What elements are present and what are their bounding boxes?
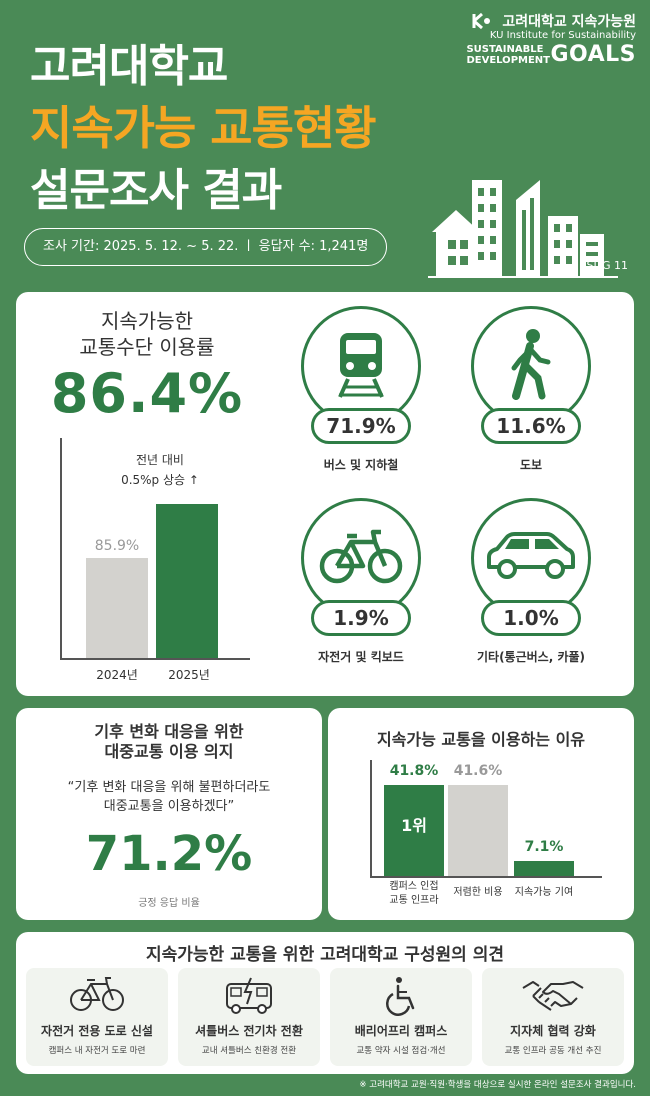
reason-value: 41.6% <box>453 763 503 779</box>
survey-period-badge: 조사 기간: 2025. 5. 12. ~ 5. 22. ㅣ 응답자 수: 1,… <box>24 228 388 266</box>
mode-label: 도보 <box>519 458 543 472</box>
title-line-1: 고려대학교 <box>30 41 228 92</box>
wheelchair-icon <box>386 977 415 1016</box>
footnote: ※ 고려대학교 교원·직원·학생을 대상으로 실시한 온라인 설문조사 결과입니… <box>359 1080 636 1090</box>
sdgs-line-1: SUSTAINABLE <box>466 44 544 55</box>
bar-2024-value: 85.9% <box>94 538 140 554</box>
bicycle-icon <box>319 529 403 583</box>
title-line-2: 지속가능 교통현황 <box>30 101 377 155</box>
reason-category-line: 캠퍼스 인접 <box>389 881 439 892</box>
sdgs-line-2: DEVELOPMENT <box>466 55 550 66</box>
opinions-title: 지속가능한 교통을 위한 고려대학교 구성원의 의견 <box>145 945 505 965</box>
sdg-tag: SDG 11 <box>586 259 628 272</box>
reasons-title: 지속가능 교통을 이용하는 이유 <box>376 730 586 749</box>
opinion-item: 배리어프리 캠퍼스 교통 약자 시설 점검·개선 <box>330 968 472 1066</box>
opinion-desc: 교통 인프라 공동 개선 추진 <box>504 1046 602 1056</box>
opinion-title: 배리어프리 캠퍼스 <box>354 1024 448 1038</box>
mode-label: 기타(통근버스, 카풀) <box>476 650 586 664</box>
opinion-item: 지자체 협력 강화 교통 인프라 공동 개선 추진 <box>482 968 624 1066</box>
mode-ring <box>301 498 421 618</box>
mode-share-heading-line-2: 교통수단 이용률 <box>79 335 215 359</box>
opinion-desc: 교통 약자 시설 점검·개선 <box>356 1046 446 1056</box>
yoy-compare-note: 전년 대비 0.5%p 상승 ↑ <box>86 450 234 490</box>
opinion-title: 지자체 협력 강화 <box>510 1024 596 1038</box>
electric-bus-icon <box>226 977 272 1014</box>
city-buildings-illustration <box>428 176 628 278</box>
climate-quote-line-2: 대중교통을 이용하겠다” <box>103 799 235 814</box>
opinion-desc: 캠퍼스 내 자전거 도로 마련 <box>48 1046 146 1056</box>
bar-2024 <box>86 558 148 658</box>
chart-x-axis <box>60 658 250 660</box>
train-icon <box>338 332 384 398</box>
bicycle-icon <box>70 977 124 1011</box>
title-line-3: 설문조사 결과 <box>30 165 282 216</box>
chart-y-axis <box>60 438 62 660</box>
handshake-icon <box>522 981 584 1011</box>
sdgs-logo-text: SUSTAINABLE DEVELOPMENT <box>466 44 550 66</box>
opinion-item: 자전거 전용 도로 신설 캠퍼스 내 자전거 도로 마련 <box>26 968 168 1066</box>
yoy-line-2: 0.5%p 상승 ↑ <box>121 473 199 487</box>
mode-ring <box>471 306 591 426</box>
climate-willingness-card: 기후 변화 대응을 위한 대중교통 이용 의지 “기후 변화 대응을 위해 불편… <box>16 708 322 920</box>
climate-title: 기후 변화 대응을 위한 대중교통 이용 의지 <box>16 722 322 762</box>
reason-value: 41.8% <box>389 763 439 779</box>
opinion-item: 셔틀버스 전기차 전환 교내 셔틀버스 친환경 전환 <box>178 968 320 1066</box>
bar-2024-label: 2024년 <box>96 668 138 682</box>
climate-quote: “기후 변화 대응을 위해 불편하더라도 대중교통을 이용하겠다” <box>16 778 322 816</box>
mode-label: 버스 및 지하철 <box>323 458 399 472</box>
mode-share-heading-line-1: 지속가능한 <box>101 309 193 333</box>
mode-value: 11.6% <box>481 408 581 444</box>
mode-ring <box>471 498 591 618</box>
mode-ring <box>301 306 421 426</box>
reason-bar <box>448 785 508 876</box>
climate-title-line-2: 대중교통 이용 의지 <box>104 742 234 761</box>
reason-category-line: 교통 인프라 <box>389 895 439 906</box>
climate-rate: 71.2% <box>85 826 253 882</box>
reason-category-label: 지속가능 기여 <box>504 886 584 900</box>
opinion-title: 자전거 전용 도로 신설 <box>41 1024 153 1038</box>
mode-label: 자전거 및 킥보드 <box>318 650 404 664</box>
climate-quote-line-1: “기후 변화 대응을 위해 불편하더라도 <box>67 780 271 795</box>
yoy-line-1: 전년 대비 <box>136 453 184 467</box>
reason-bar <box>384 785 444 876</box>
opinion-title: 셔틀버스 전기차 전환 <box>195 1024 303 1038</box>
ku-logo-icon <box>472 12 492 30</box>
rank-badge: 1위 <box>401 816 427 835</box>
org-subtitle: KU Institute for Sustainability <box>489 30 636 41</box>
walking-icon <box>511 328 551 400</box>
mode-value: 1.0% <box>481 600 581 636</box>
bar-2025 <box>156 504 218 658</box>
opinion-desc: 교내 셔틀버스 친환경 전환 <box>201 1046 297 1056</box>
reason-bar <box>514 861 574 876</box>
mode-share-heading: 지속가능한 교통수단 이용률 <box>16 308 278 360</box>
reason-category-line: 지속가능 기여 <box>514 887 574 898</box>
car-icon <box>487 531 575 579</box>
climate-note: 긍정 응답 비율 <box>138 898 200 909</box>
mode-value: 1.9% <box>311 600 411 636</box>
reasons-x-axis <box>370 876 602 878</box>
reason-category-label: 저렴한 비용 <box>438 886 518 900</box>
bar-2025-label: 2025년 <box>168 668 210 682</box>
org-name: 고려대학교 지속가능원 <box>502 14 636 30</box>
reason-category-line: 저렴한 비용 <box>453 887 503 898</box>
mode-value: 71.9% <box>311 408 411 444</box>
reason-value: 7.1% <box>524 839 564 855</box>
sdgs-goals-text: GOALS <box>550 42 636 67</box>
mode-share-card: 지속가능한 교통수단 이용률 86.4% 전년 대비 0.5%p 상승 ↑ 85… <box>16 292 634 696</box>
mode-share-rate: 86.4% <box>50 362 244 425</box>
climate-title-line-1: 기후 변화 대응을 위한 <box>94 722 244 741</box>
opinions-card: 지속가능한 교통을 위한 고려대학교 구성원의 의견 자전거 전용 도로 신설 … <box>16 932 634 1074</box>
reasons-y-axis <box>370 760 372 878</box>
